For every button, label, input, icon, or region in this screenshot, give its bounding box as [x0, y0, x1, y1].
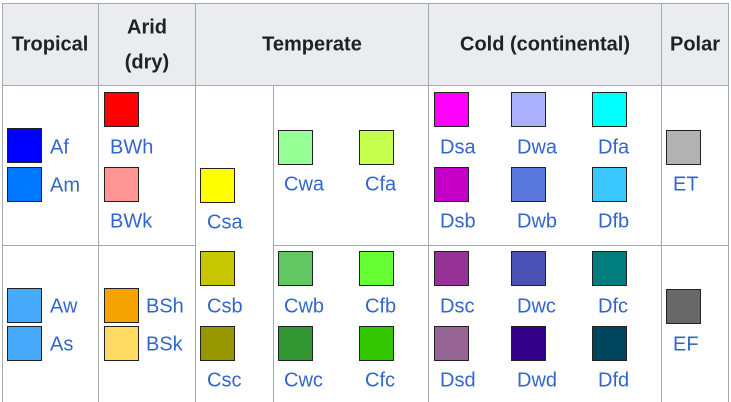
- color-swatch-af: [7, 128, 42, 163]
- climate-link-dfd[interactable]: Dfd: [598, 369, 630, 392]
- color-swatch-dwc: [511, 251, 546, 286]
- climate-link-am[interactable]: Am: [50, 174, 80, 197]
- climate-link-af[interactable]: Af: [50, 136, 69, 159]
- climate-link-dfc[interactable]: Dfc: [598, 295, 628, 318]
- climate-link-dwb[interactable]: Dwb: [517, 210, 558, 233]
- color-swatch-dfc: [592, 251, 627, 286]
- color-swatch-dwa: [511, 92, 546, 127]
- col-divider: [98, 3, 99, 402]
- color-swatch-bsh: [104, 288, 139, 323]
- color-swatch-dsd: [434, 326, 469, 361]
- climate-link-aw[interactable]: Aw: [50, 295, 78, 318]
- color-swatch-et: [666, 130, 701, 165]
- color-swatch-dsc: [434, 251, 469, 286]
- climate-link-dwc[interactable]: Dwc: [517, 295, 556, 318]
- climate-link-dsa[interactable]: Dsa: [440, 136, 476, 159]
- climate-link-csa[interactable]: Csa: [207, 211, 243, 234]
- header-arid-dry: (dry): [124, 51, 170, 74]
- climate-link-csb[interactable]: Csb: [207, 295, 243, 318]
- color-swatch-csc: [200, 326, 235, 361]
- color-swatch-as: [7, 326, 42, 361]
- color-swatch-dwd: [511, 326, 546, 361]
- climate-link-dsc[interactable]: Dsc: [440, 295, 475, 318]
- row-divider: [273, 245, 729, 246]
- col-divider: [273, 85, 274, 402]
- color-swatch-cfc: [359, 326, 394, 361]
- color-swatch-aw: [7, 288, 42, 323]
- header-arid: Arid: [127, 16, 167, 39]
- col-divider: [728, 3, 729, 402]
- climate-link-dwd[interactable]: Dwd: [517, 369, 558, 392]
- header-tropical: Tropical: [11, 33, 89, 56]
- climate-link-cwa[interactable]: Cwa: [284, 173, 325, 196]
- color-swatch-ef: [666, 289, 701, 324]
- header-row: [2, 3, 728, 85]
- header-divider: [2, 85, 729, 86]
- color-swatch-dfa: [592, 92, 627, 127]
- color-swatch-csb: [200, 251, 235, 286]
- header-temperate: Temperate: [262, 33, 362, 56]
- climate-link-dsd[interactable]: Dsd: [440, 369, 476, 392]
- color-swatch-am: [7, 167, 42, 202]
- climate-link-dfa[interactable]: Dfa: [598, 136, 630, 159]
- color-swatch-cwb: [278, 251, 313, 286]
- climate-link-cwc[interactable]: Cwc: [284, 369, 323, 392]
- col-divider: [2, 3, 3, 402]
- climate-link-ef[interactable]: EF: [673, 333, 699, 356]
- color-swatch-bwh: [104, 92, 139, 127]
- climate-link-bsk[interactable]: BSk: [146, 333, 183, 356]
- color-swatch-csa: [200, 168, 235, 203]
- color-swatch-cfa: [359, 130, 394, 165]
- climate-link-et[interactable]: ET: [673, 173, 699, 196]
- color-swatch-dwb: [511, 167, 546, 202]
- climate-link-cfa[interactable]: Cfa: [365, 173, 397, 196]
- color-swatch-dsb: [434, 167, 469, 202]
- climate-link-dsb[interactable]: Dsb: [440, 210, 476, 233]
- climate-link-bsh[interactable]: BSh: [146, 295, 184, 318]
- climate-link-dwa[interactable]: Dwa: [517, 136, 558, 159]
- climate-link-dfb[interactable]: Dfb: [598, 210, 630, 233]
- climate-link-csc[interactable]: Csc: [207, 369, 242, 392]
- color-swatch-cwa: [278, 130, 313, 165]
- col-divider: [661, 3, 662, 402]
- climate-link-cfc[interactable]: Cfc: [365, 369, 395, 392]
- col-divider: [195, 3, 196, 402]
- climate-link-as[interactable]: As: [50, 333, 74, 356]
- table-border-top: [2, 3, 729, 4]
- color-swatch-dfb: [592, 167, 627, 202]
- climate-link-bwh[interactable]: BWh: [110, 136, 154, 159]
- color-swatch-dfd: [592, 326, 627, 361]
- climate-link-cwb[interactable]: Cwb: [284, 295, 325, 318]
- climate-link-bwk[interactable]: BWk: [110, 210, 153, 233]
- color-swatch-dsa: [434, 92, 469, 127]
- color-swatch-cwc: [278, 326, 313, 361]
- header-polar: Polar: [669, 33, 721, 56]
- color-swatch-cfb: [359, 251, 394, 286]
- climate-link-cfb[interactable]: Cfb: [365, 295, 397, 318]
- color-swatch-bwk: [104, 167, 139, 202]
- col-divider: [428, 3, 429, 402]
- color-swatch-bsk: [104, 326, 139, 361]
- header-cold: Cold (continental): [460, 33, 630, 56]
